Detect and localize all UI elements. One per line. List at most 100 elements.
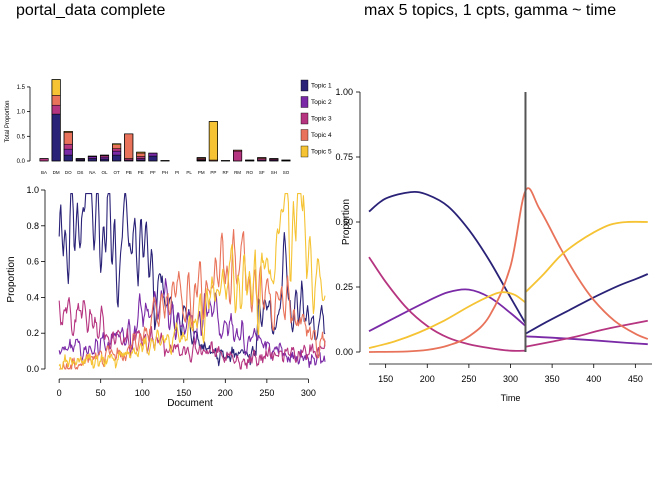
- bar-x-tick-label: OT: [113, 170, 120, 175]
- bar-segment: [39, 158, 49, 162]
- doc-x-tick-label: 300: [301, 388, 316, 398]
- time-y-tick-label: 1.00: [335, 87, 353, 97]
- bar-y-axis-label: Total Proportion: [5, 100, 11, 142]
- bar-outline: [112, 143, 122, 162]
- legend-swatch: [300, 145, 309, 158]
- legend-label: Topic 1: [311, 83, 332, 90]
- bar-x-tick-label: DS: [77, 170, 83, 175]
- bar-x-tick-label: PM: [198, 170, 205, 175]
- title-left: portal_data complete: [16, 2, 166, 19]
- doc-x-axis-label: Document: [167, 398, 213, 409]
- bar-x-tick-label: RF: [222, 170, 228, 175]
- bar-x-tick-label: RM: [234, 170, 241, 175]
- time-x-tick-label: 250: [461, 374, 476, 384]
- title-right: max 5 topics, 1 cpts, gamma ~ time: [364, 2, 617, 19]
- bar-outline: [63, 131, 73, 162]
- bar-outline: [245, 159, 255, 162]
- doc-x-tick-label: 0: [57, 388, 62, 398]
- time-series-line: [368, 288, 527, 332]
- doc-series-line: [58, 278, 326, 368]
- bar-x-tick-label: DM: [53, 170, 60, 175]
- time-series-line: [368, 190, 527, 324]
- doc-series-line: [58, 193, 326, 370]
- bar-x-tick-label: SF: [259, 170, 265, 175]
- bar-x-tick-label: PB: [126, 170, 132, 175]
- bar-segment: [112, 154, 122, 162]
- bar-segment: [208, 121, 218, 161]
- doc-x-tick-label: 200: [218, 388, 233, 398]
- bar-x-tick-label: PP: [210, 170, 216, 175]
- bar-outline: [196, 157, 206, 162]
- bar-segment: [148, 155, 158, 162]
- bar-x-tick-label: PH: [162, 170, 168, 175]
- bar-segment: [148, 152, 158, 157]
- time-y-tick-label: 0.00: [335, 347, 353, 357]
- bar-segment: [63, 132, 73, 145]
- doc-series-line: [58, 193, 326, 367]
- doc-y-axis-label: Proportion: [6, 256, 17, 302]
- bar-segment: [112, 144, 122, 149]
- bar-y-tick-label: 0.5: [17, 134, 26, 140]
- bar-outline: [75, 158, 85, 162]
- bar-outline: [39, 158, 49, 162]
- bar-segment: [63, 143, 73, 150]
- legend-label: Topic 5: [311, 149, 332, 156]
- doc-x-tick-label: 50: [96, 388, 106, 398]
- doc-y-tick-label: 0.4: [26, 292, 39, 302]
- bar-outline: [148, 152, 158, 162]
- legend-swatch: [300, 129, 309, 141]
- doc-x-tick-label: 250: [259, 388, 274, 398]
- bar-x-tick-label: OL: [102, 170, 109, 175]
- bar-outline: [281, 159, 291, 162]
- time-series-line: [525, 335, 648, 346]
- doc-series-line: [59, 229, 326, 370]
- bar-y-tick-label: 1.0: [17, 110, 26, 116]
- bar-outline: [208, 121, 218, 162]
- doc-y-tick-label: 0.2: [26, 328, 39, 338]
- bar-y-tick-label: 0.0: [17, 159, 26, 165]
- bar-y-tick-label: 1.5: [17, 85, 26, 91]
- time-x-tick-label: 150: [378, 374, 393, 384]
- bar-segment: [51, 95, 61, 106]
- bar-outline: [257, 157, 267, 162]
- bar-x-tick-label: NA: [89, 170, 95, 175]
- legend-label: Topic 3: [311, 116, 332, 123]
- bar-x-tick-label: PI: [175, 170, 179, 175]
- bar-outline: [124, 133, 134, 162]
- time-x-tick-label: 400: [586, 374, 601, 384]
- bar-outline: [136, 151, 146, 162]
- bar-x-tick-label: PL: [186, 170, 192, 175]
- bar-segment: [136, 152, 146, 157]
- bar-segment: [112, 148, 122, 152]
- bar-segment: [63, 148, 73, 156]
- time-y-tick-label: 0.50: [335, 217, 353, 227]
- time-series-line: [368, 187, 649, 353]
- bar-outline: [51, 79, 61, 162]
- legend-label: Topic 2: [311, 99, 332, 106]
- bar-x-tick-label: PE: [138, 170, 144, 175]
- stacked-bar-chart: 0.0 0.5 1.0 1.5 Total Proportion BA DM DO DS NA OL…: [5, 79, 332, 175]
- bar-x-tick-label: BA: [41, 170, 47, 175]
- legend-swatch: [300, 112, 309, 125]
- time-series-line: [368, 291, 527, 349]
- bar-segment: [51, 79, 61, 96]
- document-proportion-chart: 0.0 0.2 0.4 0.6 0.8 1.0 0 50 100 150 200 250 300 Docu…: [6, 185, 326, 409]
- doc-y-tick-label: 0.8: [26, 221, 39, 231]
- time-series-line: [525, 273, 649, 335]
- bar-x-tick-label: DO: [65, 170, 72, 175]
- time-x-axis-label: Time: [501, 393, 521, 403]
- bar-outline: [99, 154, 110, 162]
- bar-segment: [87, 156, 97, 159]
- legend-swatch: [300, 96, 309, 108]
- time-y-axis-label: Proportion: [341, 199, 352, 245]
- doc-series-line: [58, 297, 326, 370]
- bar-outline: [269, 158, 279, 162]
- bar-segment: [63, 154, 73, 162]
- legend-label: Topic 4: [311, 132, 332, 139]
- bar-segment: [51, 104, 61, 115]
- bar-segment: [100, 156, 110, 160]
- doc-x-tick-label: 100: [135, 388, 150, 398]
- bar-segment: [87, 158, 97, 162]
- bar-segment: [136, 156, 146, 159]
